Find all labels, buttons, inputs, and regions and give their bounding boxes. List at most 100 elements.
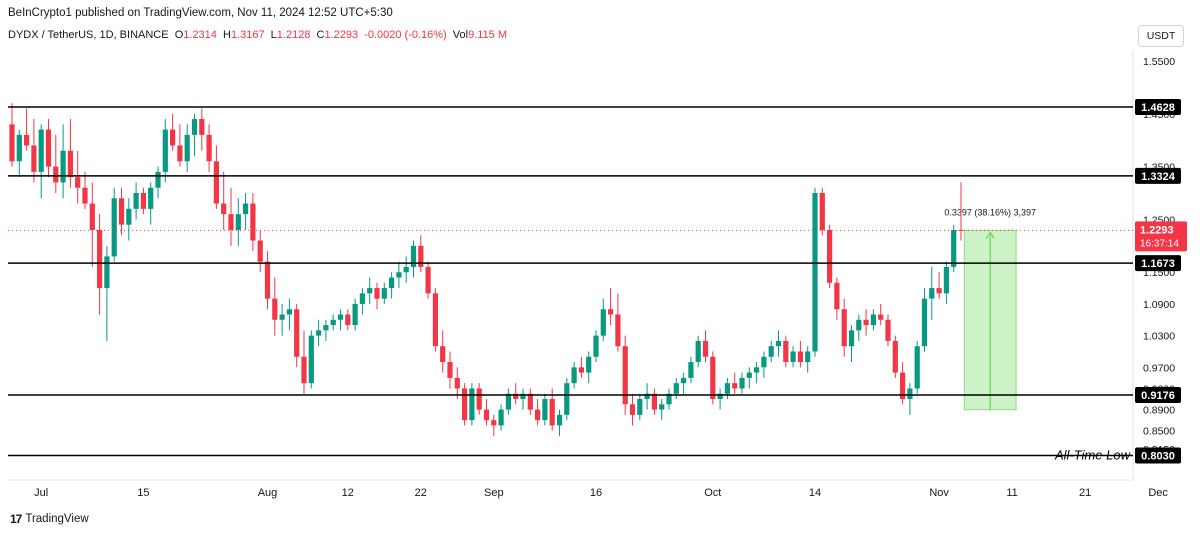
candle[interactable] bbox=[9, 124, 15, 162]
candle[interactable] bbox=[761, 356, 767, 368]
candle[interactable] bbox=[600, 309, 606, 336]
candle[interactable] bbox=[622, 346, 628, 405]
candle[interactable] bbox=[462, 388, 468, 421]
candle[interactable] bbox=[513, 393, 519, 400]
candle[interactable] bbox=[148, 187, 154, 209]
candle[interactable] bbox=[16, 134, 22, 162]
candle[interactable] bbox=[717, 393, 723, 400]
candle[interactable] bbox=[454, 377, 460, 389]
candle[interactable] bbox=[243, 203, 249, 215]
candle[interactable] bbox=[578, 367, 584, 373]
candle[interactable] bbox=[681, 377, 687, 384]
candle[interactable] bbox=[250, 203, 256, 241]
candle[interactable] bbox=[644, 393, 650, 400]
candle[interactable] bbox=[133, 192, 139, 209]
candle[interactable] bbox=[97, 229, 103, 289]
candle[interactable] bbox=[900, 372, 906, 400]
candle[interactable] bbox=[951, 229, 957, 267]
candle[interactable] bbox=[615, 314, 621, 347]
candle[interactable] bbox=[790, 351, 796, 363]
candle[interactable] bbox=[746, 372, 752, 378]
candle[interactable] bbox=[527, 393, 533, 410]
candle[interactable] bbox=[783, 340, 789, 363]
candle[interactable] bbox=[827, 229, 833, 283]
candle[interactable] bbox=[294, 309, 300, 357]
candle[interactable] bbox=[732, 383, 738, 389]
candle[interactable] bbox=[848, 330, 855, 347]
candle[interactable] bbox=[498, 409, 504, 426]
candle[interactable] bbox=[337, 314, 344, 320]
candle[interactable] bbox=[870, 314, 876, 326]
candle[interactable] bbox=[812, 192, 818, 352]
candle[interactable] bbox=[104, 256, 110, 289]
candle[interactable] bbox=[24, 134, 30, 146]
candle[interactable] bbox=[629, 404, 636, 415]
candle[interactable] bbox=[878, 314, 884, 320]
candle[interactable] bbox=[381, 288, 387, 299]
candle[interactable] bbox=[841, 309, 847, 347]
candle[interactable] bbox=[396, 272, 402, 278]
candle[interactable] bbox=[410, 245, 417, 267]
candle[interactable] bbox=[345, 314, 351, 326]
candle[interactable] bbox=[264, 261, 271, 299]
candle[interactable] bbox=[82, 187, 88, 204]
candle[interactable] bbox=[374, 288, 380, 299]
candle[interactable] bbox=[673, 383, 679, 394]
candle[interactable] bbox=[162, 129, 168, 172]
candle[interactable] bbox=[403, 266, 409, 273]
candle[interactable] bbox=[389, 277, 395, 289]
candle[interactable] bbox=[651, 393, 657, 410]
candle[interactable] bbox=[834, 282, 840, 310]
candle[interactable] bbox=[60, 150, 66, 183]
candle[interactable] bbox=[170, 129, 176, 146]
candle[interactable] bbox=[695, 340, 701, 363]
candle[interactable] bbox=[564, 383, 570, 415]
candle[interactable] bbox=[257, 240, 263, 262]
candle[interactable] bbox=[469, 388, 475, 421]
candle[interactable] bbox=[586, 356, 592, 373]
candle[interactable] bbox=[323, 325, 329, 331]
candle[interactable] bbox=[155, 171, 161, 188]
candle[interactable] bbox=[556, 414, 563, 426]
candle[interactable] bbox=[38, 129, 44, 172]
candle[interactable] bbox=[447, 362, 453, 378]
candle[interactable] bbox=[352, 303, 358, 326]
candle[interactable] bbox=[221, 203, 227, 215]
candle[interactable] bbox=[279, 314, 285, 320]
candle[interactable] bbox=[739, 377, 745, 389]
candle[interactable] bbox=[272, 298, 278, 320]
candle[interactable] bbox=[432, 293, 438, 347]
candle[interactable] bbox=[213, 161, 219, 204]
candle[interactable] bbox=[535, 409, 541, 421]
candle[interactable] bbox=[31, 145, 37, 172]
candle[interactable] bbox=[476, 388, 482, 410]
candle[interactable] bbox=[359, 293, 365, 304]
candle[interactable] bbox=[819, 192, 825, 230]
candle[interactable] bbox=[863, 319, 869, 326]
candle[interactable] bbox=[710, 356, 716, 400]
candle[interactable] bbox=[111, 198, 117, 257]
candle[interactable] bbox=[637, 399, 643, 415]
candle[interactable] bbox=[768, 346, 774, 357]
candle[interactable] bbox=[943, 266, 949, 294]
candle[interactable] bbox=[301, 356, 307, 384]
candle[interactable] bbox=[885, 319, 891, 341]
symbol-name[interactable]: DYDX / TetherUS, 1D, BINANCE bbox=[8, 29, 169, 41]
candle[interactable] bbox=[53, 166, 59, 183]
candle[interactable] bbox=[483, 409, 490, 421]
candle[interactable] bbox=[191, 119, 198, 135]
candle[interactable] bbox=[907, 388, 913, 400]
candle[interactable] bbox=[286, 309, 292, 315]
candle[interactable] bbox=[797, 351, 803, 363]
candle[interactable] bbox=[549, 399, 555, 426]
candle[interactable] bbox=[520, 393, 526, 400]
candle[interactable] bbox=[184, 134, 190, 162]
candle[interactable] bbox=[702, 340, 709, 357]
candle[interactable] bbox=[177, 145, 183, 162]
candle[interactable] bbox=[228, 214, 234, 230]
candle[interactable] bbox=[754, 367, 760, 373]
candle[interactable] bbox=[805, 351, 811, 363]
candle[interactable] bbox=[936, 288, 942, 294]
candle[interactable] bbox=[608, 309, 614, 315]
